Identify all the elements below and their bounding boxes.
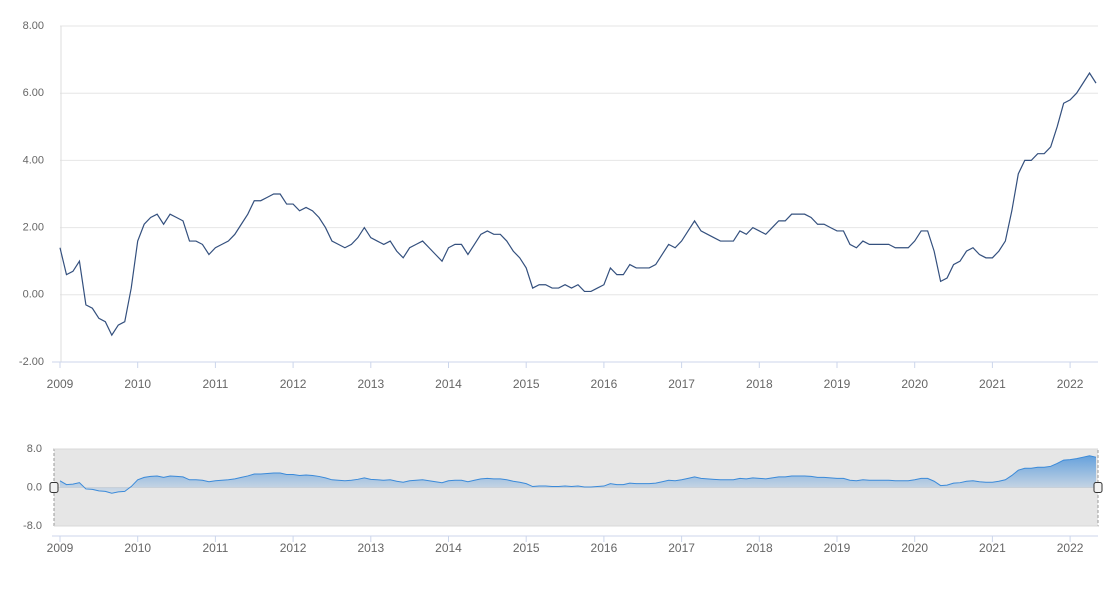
line <box>59 71 1097 337</box>
x-tick-label: 2017 <box>668 377 695 391</box>
y-tick-label: 0.00 <box>23 289 44 301</box>
x-tick-label: 2014 <box>435 377 462 391</box>
y-tick-label: 2.00 <box>23 222 44 234</box>
y-tick-label: 6.00 <box>23 87 44 99</box>
navigator-x-tick-label: 2011 <box>202 541 228 555</box>
x-tick-label: 2020 <box>901 377 928 391</box>
navigator-x-tick-label: 2013 <box>357 541 384 555</box>
navigator-x-tick-label: 2020 <box>901 541 928 555</box>
navigator-x-tick-label: 2012 <box>280 541 307 555</box>
navigator-x-tick-label: 2017 <box>668 541 695 555</box>
navigator-y-tick-label: -8.0 <box>23 520 42 532</box>
x-tick-label: 2010 <box>124 377 151 391</box>
x-tick-label: 2019 <box>824 377 851 391</box>
navigator-handle[interactable] <box>1093 482 1103 493</box>
navigator-x-tick-label: 2016 <box>591 541 618 555</box>
y-tick-label: 8.00 <box>23 20 44 32</box>
navigator-y-tick-label: 0.0 <box>27 481 42 493</box>
x-tick-label: 2016 <box>591 377 618 391</box>
x-tick-label: 2018 <box>746 377 773 391</box>
navigator-x-tick-label: 2019 <box>824 541 851 555</box>
y-tick-label: -2.00 <box>19 356 44 368</box>
x-tick-label: 2022 <box>1057 377 1084 391</box>
navigator-x-tick-label: 2009 <box>47 541 74 555</box>
navigator-x-tick-label: 2021 <box>979 541 1006 555</box>
x-tick-label: 2015 <box>513 377 540 391</box>
navigator-y-tick-label: 8.0 <box>27 443 42 455</box>
navigator-area <box>60 455 1096 494</box>
x-tick-label: 2009 <box>47 377 74 391</box>
x-tick-label: 2013 <box>357 377 384 391</box>
navigator-line <box>59 455 1097 494</box>
navigator-x-tick-label: 2018 <box>746 541 773 555</box>
navigator-x-tick-label: 2022 <box>1057 541 1084 555</box>
y-tick-label: 4.00 <box>23 154 44 166</box>
x-tick-label: 2021 <box>979 377 1006 391</box>
x-tick-label: 2012 <box>280 377 307 391</box>
navigator-x-tick-label: 2010 <box>124 541 151 555</box>
navigator-x-tick-label: 2015 <box>513 541 540 555</box>
x-tick-label: 2011 <box>202 377 228 391</box>
navigator-handle[interactable] <box>49 482 59 493</box>
navigator-x-tick-label: 2014 <box>435 541 462 555</box>
